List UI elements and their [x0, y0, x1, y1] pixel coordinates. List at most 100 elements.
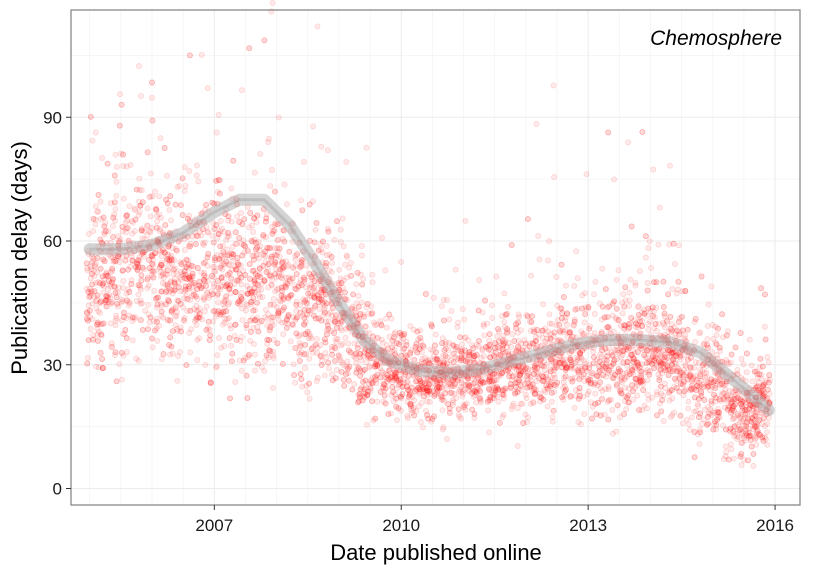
data-point [418, 399, 425, 406]
data-point [214, 189, 221, 196]
data-point [331, 358, 338, 364]
data-point [666, 162, 673, 169]
data-point [298, 197, 304, 204]
data-point [366, 364, 373, 371]
data-point [212, 254, 218, 261]
data-point [737, 419, 743, 426]
data-point [499, 414, 506, 420]
data-point [331, 236, 338, 243]
data-point [756, 431, 763, 438]
data-point [226, 252, 233, 259]
data-point [524, 377, 531, 384]
data-point [217, 243, 224, 250]
data-point [398, 258, 405, 265]
data-point [112, 206, 119, 213]
data-point [486, 331, 493, 338]
data-point [185, 257, 191, 264]
data-point [651, 358, 658, 364]
data-point [462, 217, 469, 224]
data-point [268, 281, 275, 288]
data-point [513, 321, 519, 328]
data-point [621, 322, 628, 329]
major-gridlines [71, 10, 800, 505]
data-point [328, 254, 335, 260]
data-point [262, 218, 269, 225]
data-point [256, 294, 263, 301]
data-point [344, 365, 351, 372]
data-point [531, 386, 538, 393]
data-point [645, 245, 652, 252]
data-point [137, 317, 144, 324]
data-point [194, 286, 201, 293]
data-point [567, 393, 574, 400]
data-point [547, 336, 554, 343]
data-point [646, 238, 653, 245]
data-point [232, 378, 239, 385]
data-point [441, 347, 448, 354]
data-point [576, 385, 583, 391]
data-point [369, 279, 376, 286]
data-point [632, 282, 639, 289]
data-point [208, 273, 215, 280]
data-point [444, 436, 450, 442]
data-point [290, 361, 297, 368]
data-point [361, 394, 368, 401]
data-point [205, 318, 212, 325]
data-point [247, 299, 254, 305]
data-point [333, 324, 340, 331]
data-point [540, 301, 547, 308]
data-point [158, 214, 164, 221]
data-point [512, 383, 519, 390]
data-point [223, 258, 230, 265]
data-point [580, 371, 587, 378]
data-point [427, 346, 434, 353]
data-point [393, 376, 400, 383]
data-point [407, 401, 414, 407]
data-point [221, 228, 228, 235]
data-point [186, 274, 193, 281]
data-point [509, 331, 516, 337]
data-point [516, 314, 523, 320]
data-point [579, 305, 586, 312]
data-point [485, 407, 492, 414]
data-point [239, 252, 246, 259]
data-point [728, 446, 735, 453]
data-point [679, 313, 685, 320]
data-point [680, 367, 687, 374]
data-point [264, 336, 271, 343]
data-point [627, 351, 634, 358]
data-point [138, 187, 145, 194]
data-point [652, 321, 659, 327]
data-point [748, 410, 755, 417]
data-point [589, 415, 595, 422]
data-point [499, 391, 506, 398]
data-point [643, 405, 650, 412]
data-point [545, 257, 551, 264]
data-point [644, 391, 651, 398]
data-point [404, 387, 411, 393]
data-point [543, 361, 550, 368]
data-point [136, 175, 143, 182]
data-point [496, 419, 503, 426]
data-point [431, 342, 438, 349]
data-point [715, 325, 721, 332]
data-point [216, 190, 223, 197]
data-point [325, 359, 332, 366]
data-point [609, 301, 616, 308]
data-point [109, 223, 116, 229]
data-point [293, 315, 300, 322]
data-point [591, 291, 598, 298]
data-point [590, 348, 597, 355]
data-point [294, 251, 300, 258]
data-point [186, 52, 193, 59]
data-point [564, 321, 570, 328]
data-point [136, 257, 143, 264]
data-point [215, 284, 222, 291]
data-point [272, 188, 278, 195]
data-point [531, 371, 537, 378]
data-point [359, 397, 366, 404]
data-point [195, 178, 202, 185]
data-point [654, 391, 661, 398]
data-point [297, 370, 304, 377]
data-point [629, 382, 635, 389]
